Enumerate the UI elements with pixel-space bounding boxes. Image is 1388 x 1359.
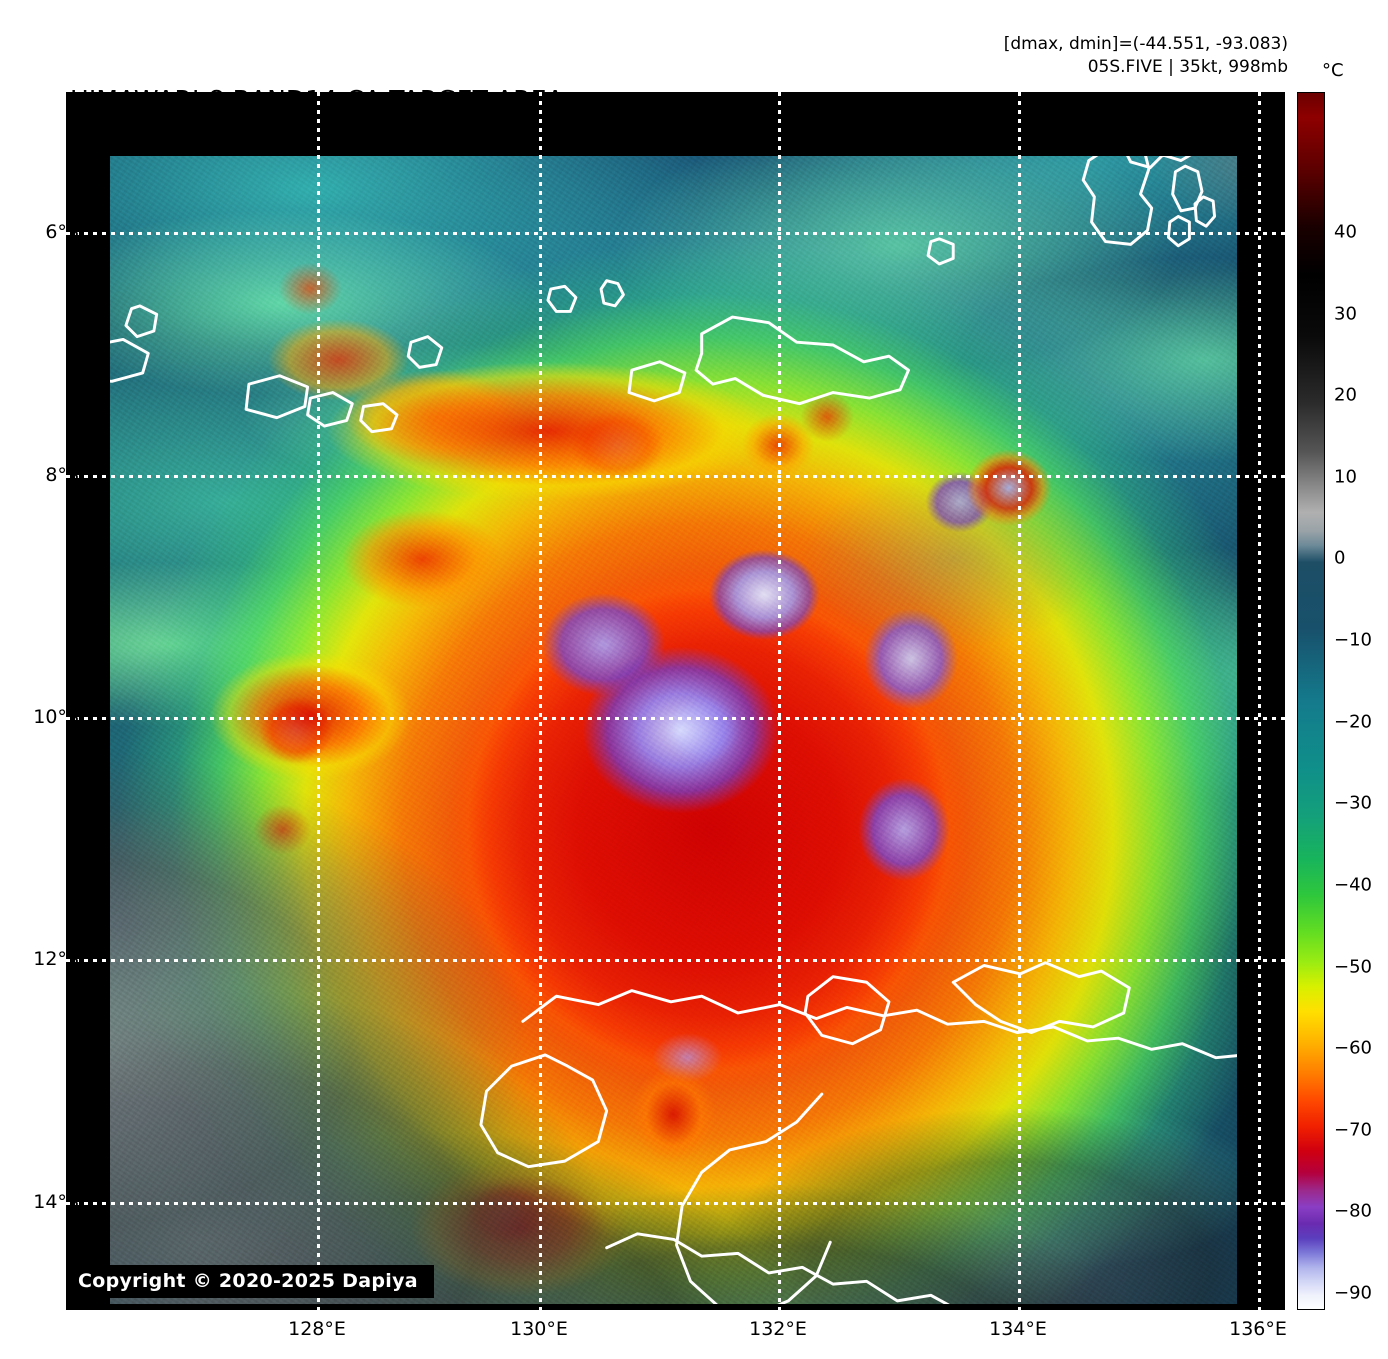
satellite-map-frame[interactable]: Copyright © 2020-2025 Dapiya (66, 92, 1285, 1310)
gridline-lon-130 (539, 92, 542, 1310)
colorbar-tick-neg20: −20 (1334, 711, 1372, 733)
colorbar-tick-10: 10 (1334, 466, 1357, 488)
coastline-misc-b (926, 237, 955, 266)
colorbar-tick-neg60: −60 (1334, 1037, 1372, 1059)
lon-tick-128e: 128°E (288, 1318, 346, 1340)
dmax-dmin-readout: [dmax, dmin]=(-44.551, -93.083) (1003, 34, 1288, 54)
colorbar-tick-30: 30 (1334, 303, 1357, 325)
land-terrain-greyscale (110, 156, 1237, 1304)
colorbar-tick-neg50: −50 (1334, 956, 1372, 978)
gridline-lat-6s (66, 232, 1285, 235)
ir-pixel-noise-layer (110, 156, 1237, 1304)
gridline-lat-10s (66, 717, 1285, 720)
colorbar-tick-0: 0 (1334, 547, 1346, 569)
coastline-small-isle-b (1166, 215, 1191, 248)
colorbar-tick-neg70: −70 (1334, 1119, 1372, 1141)
coastline-small-isle-e (599, 279, 625, 308)
colorbar-tick-neg90: −90 (1334, 1282, 1372, 1304)
gridline-lat-8s (66, 475, 1285, 478)
coastline-timor-north (694, 315, 910, 406)
colorbar-unit-label: °C (1322, 60, 1344, 81)
lat-tick-8s: 8°S (45, 464, 79, 486)
coastline-australia-arnhem (951, 961, 1131, 1035)
storm-intensity-readout: 05S.FIVE | 35kt, 998mb (1087, 57, 1288, 77)
coastline-misc-a (124, 304, 158, 339)
gridline-lon-136 (1258, 92, 1261, 1310)
coastline-selaru (1170, 164, 1204, 213)
colorbar-tick-40: 40 (1334, 221, 1357, 243)
lat-tick-6s: 6°S (45, 221, 79, 243)
coastline-australia-bathurst (479, 1053, 608, 1169)
satellite-data-swath (110, 156, 1237, 1304)
coastline-tanimbar (1125, 156, 1192, 170)
satellite-imagery: Copyright © 2020-2025 Dapiya (66, 92, 1285, 1310)
lon-tick-136e: 136°E (1229, 1318, 1287, 1340)
coastline-small-isle-a (1193, 195, 1216, 228)
coastline-island-chain-a (244, 374, 309, 420)
lon-tick-134e: 134°E (989, 1318, 1047, 1340)
colorbar-tick-neg10: −10 (1334, 629, 1372, 651)
coastline-overlay (110, 156, 1237, 1304)
gridline-lon-128 (317, 92, 320, 1310)
coastline-island-chain-c (358, 402, 399, 434)
copyright-text: Copyright © 2020-2025 Dapiya (78, 1270, 418, 1292)
colorbar-tick-20: 20 (1334, 384, 1357, 406)
gridline-lon-134 (1018, 92, 1021, 1310)
colorbar-tick-labels: 40 30 20 10 0 −10 −20 −30 −40 −50 −60 −7… (1334, 92, 1388, 1310)
coastline-australia-north (521, 989, 1237, 1060)
coastline-island-chain-b (305, 391, 354, 428)
gridline-lat-14s (66, 1202, 1285, 1205)
coastline-small-isle-c (406, 335, 443, 370)
coastline-australia-gulf (674, 1092, 832, 1304)
header-metadata: [dmax, dmin]=(-44.551, -93.083) 05S.FIVE… (1004, 33, 1288, 79)
coastline-australia-mainland (604, 1232, 950, 1304)
colorbar-tick-neg40: −40 (1334, 874, 1372, 896)
colorbar-tick-neg80: −80 (1334, 1200, 1372, 1222)
colorbar-tick-neg30: −30 (1334, 792, 1372, 814)
gridline-lat-12s (66, 959, 1285, 962)
coastline-timor-west (627, 360, 687, 403)
lat-tick-10s: 10°S (33, 706, 79, 728)
lat-tick-14s: 14°S (33, 1191, 79, 1213)
coastline-small-isle-d (546, 285, 578, 314)
coastline-australia-coburg (803, 975, 891, 1046)
temperature-colorbar[interactable] (1297, 92, 1325, 1310)
lon-tick-130e: 130°E (510, 1318, 568, 1340)
lon-tick-132e: 132°E (749, 1318, 807, 1340)
coastline-sumba (110, 338, 150, 384)
colorbar-gradient (1298, 93, 1324, 1309)
lat-tick-12s: 12°S (33, 948, 79, 970)
copyright-banner: Copyright © 2020-2025 Dapiya (66, 1265, 434, 1298)
coastline-yamdena (1081, 156, 1153, 247)
gridline-lon-132 (778, 92, 781, 1310)
